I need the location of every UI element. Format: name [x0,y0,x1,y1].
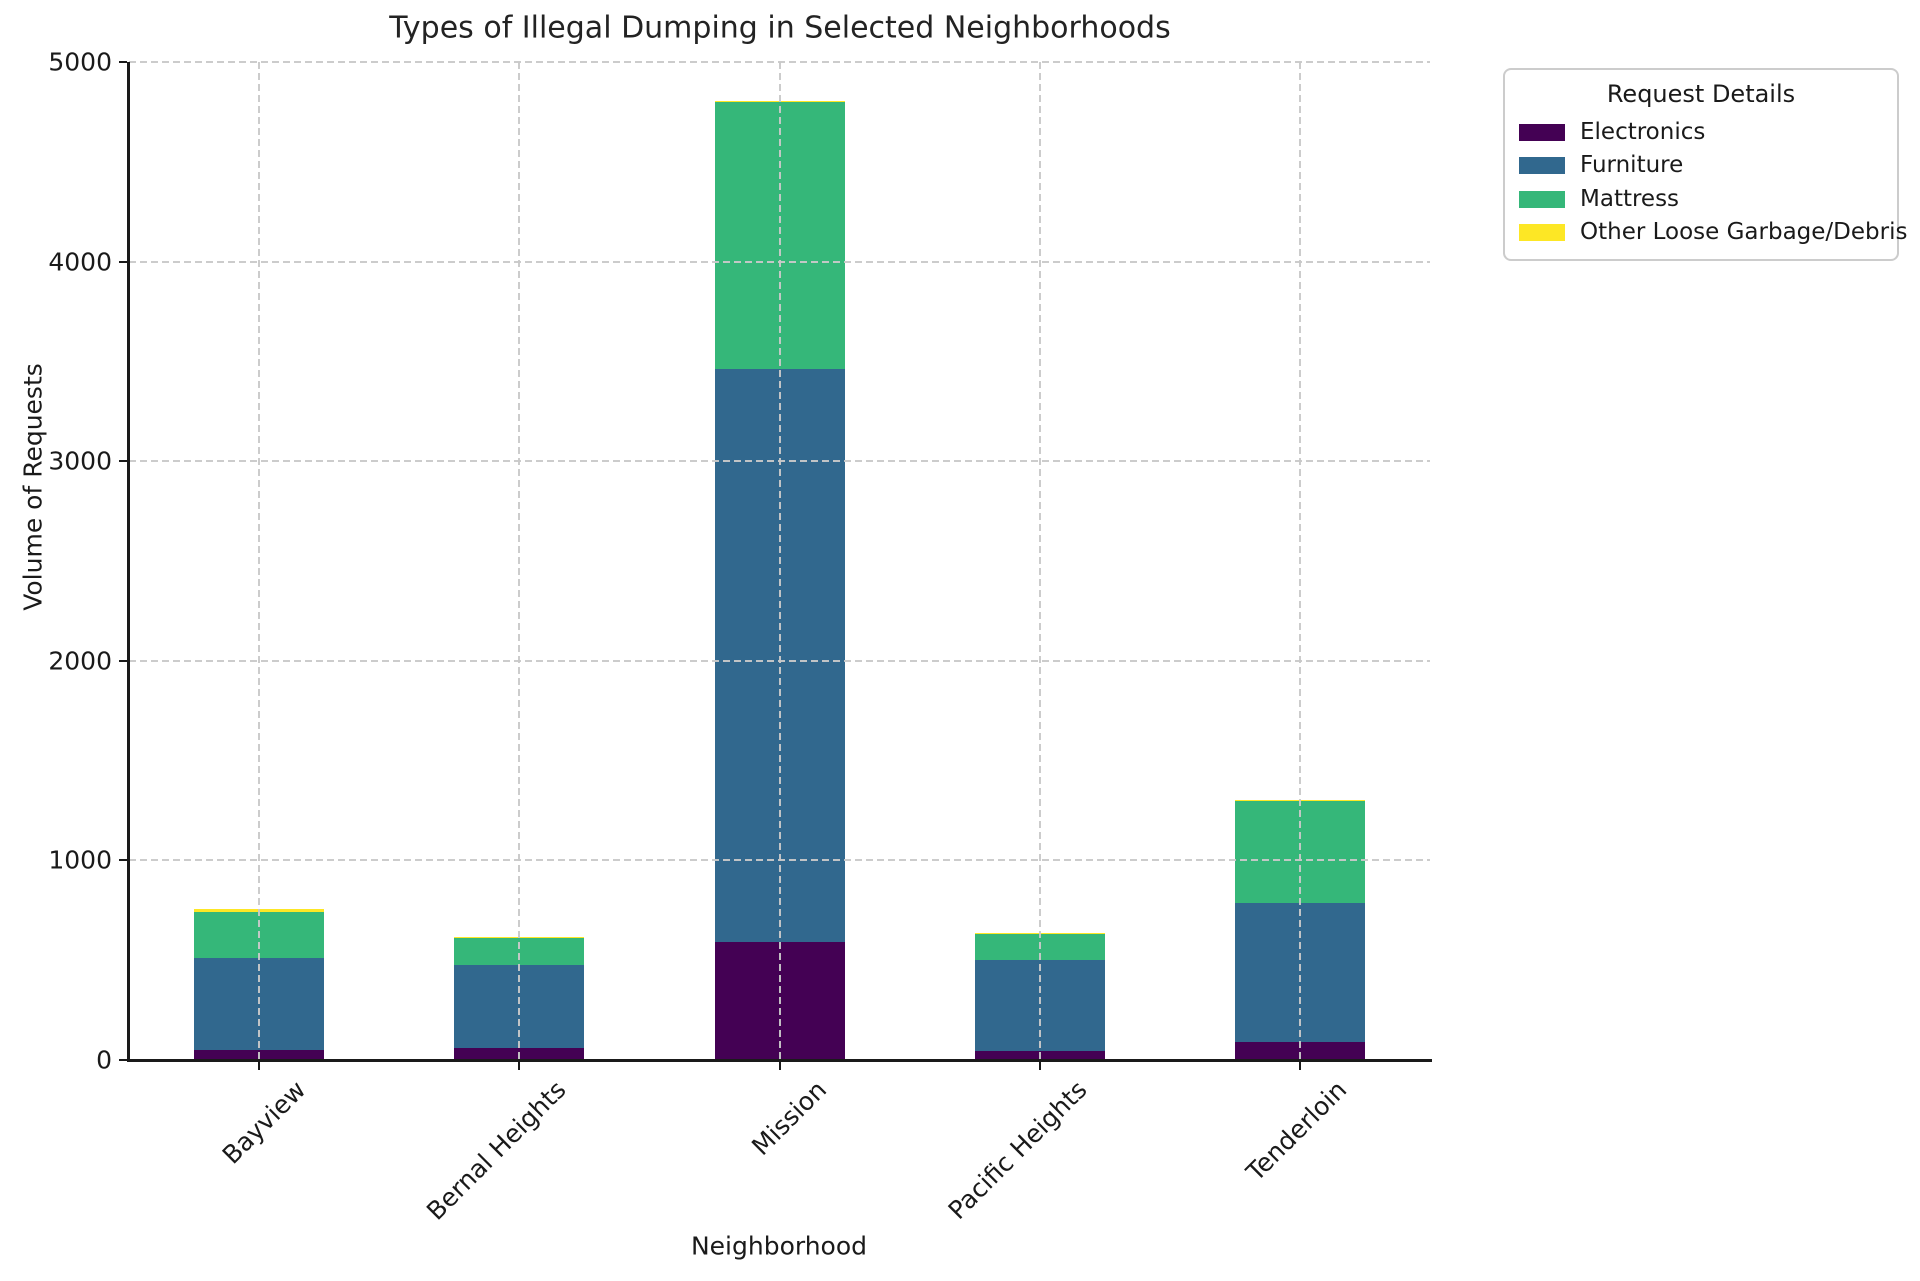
x-tick-mark [1038,1062,1041,1070]
legend-item: Mattress [1505,183,1897,216]
legend-title: Request Details [1606,80,1796,108]
x-tick-label: Pacific Heights [942,1075,1093,1225]
legend-item: Electronics [1505,116,1897,149]
legend-item-label: Other Loose Garbage/Debris [1580,218,1908,245]
legend: Request Details Electronics Furniture Matt… [1503,68,1907,262]
x-tick-label: Tenderloin [1240,1075,1353,1187]
y-tick-label: 0 [96,1045,112,1075]
legend-swatch-icon [1519,190,1565,208]
x-gridline [518,62,521,1060]
y-tick-mark [119,61,127,63]
legend-item-label: Electronics [1580,119,1706,145]
y-tick-label: 4000 [48,247,112,277]
y-axis-spine [127,62,130,1062]
legend-items: Electronics Furniture Mattress Other Loose … [1505,116,1907,249]
legend-item-label: Furniture [1580,152,1684,179]
y-tick-label: 5000 [48,47,112,77]
x-axis-title: Neighborhood [690,1231,868,1261]
y-tick-mark [119,859,127,862]
x-gridline [258,62,261,1060]
x-gridline [778,62,781,1060]
y-tick-mark [119,659,127,662]
y-tick-label: 2000 [48,646,112,676]
x-gridline [1038,62,1041,1060]
y-axis-title: Volume of Requests [18,363,48,611]
y-tick-label: 3000 [48,446,112,476]
chart-title: Types of Illegal Dumping in Selected Nei… [389,10,1171,46]
x-tick-mark [258,1062,261,1070]
y-tick-mark [119,260,127,263]
x-tick-label: Mission [745,1075,833,1162]
legend-item: Other Loose Garbage/Debris [1505,216,1907,249]
x-tick-label: Bernal Heights [421,1075,572,1226]
y-tick-mark [119,460,127,463]
legend-swatch-icon [1519,157,1565,175]
x-tick-mark [518,1062,521,1070]
y-tick-label: 1000 [48,845,112,875]
legend-swatch-icon [1519,124,1565,142]
x-axis-spine [127,1059,1432,1062]
legend-swatch-icon [1519,224,1565,242]
x-tick-mark [1298,1062,1301,1070]
y-tick-mark [119,1059,127,1061]
x-tick-mark [778,1062,781,1070]
legend-item-label: Mattress [1580,185,1680,212]
x-tick-label: Bayview [216,1075,312,1170]
x-gridline [1298,62,1301,1060]
legend-item: Furniture [1505,149,1897,182]
